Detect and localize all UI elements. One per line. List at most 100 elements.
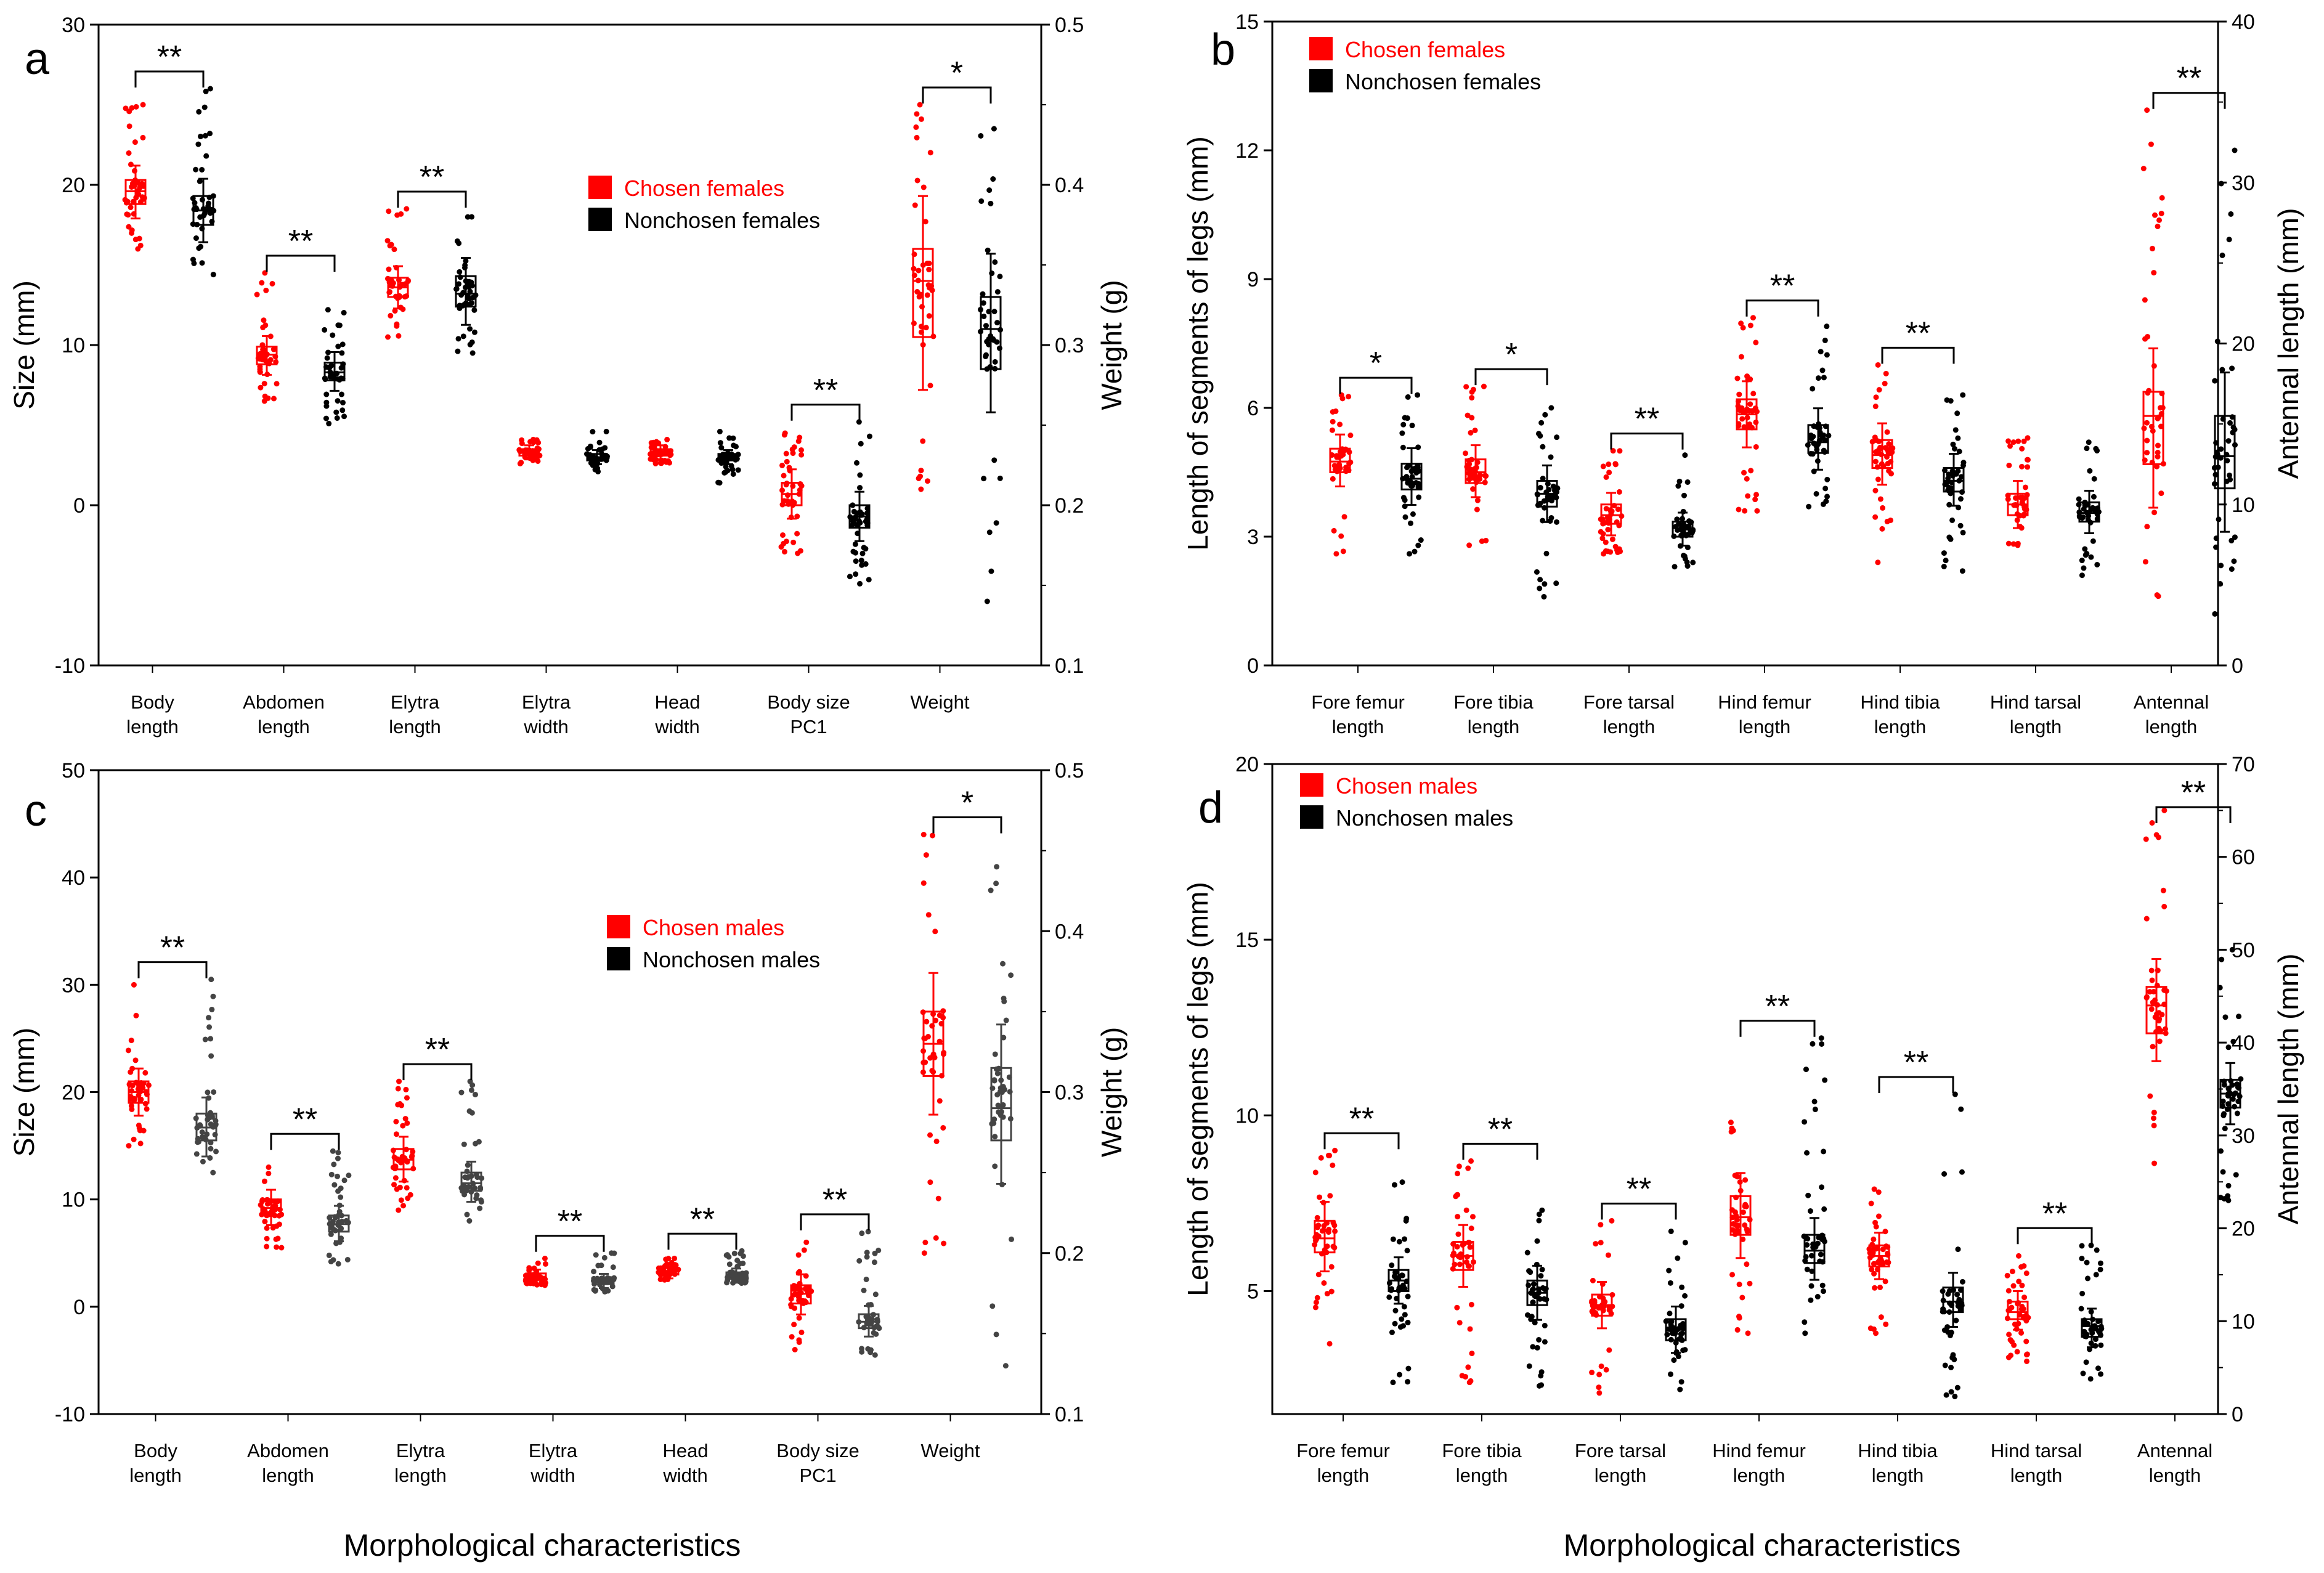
data-point — [335, 1173, 341, 1179]
data-point — [1675, 483, 1681, 489]
data-point — [1415, 392, 1421, 398]
data-point — [2019, 463, 2025, 469]
data-point — [323, 391, 330, 397]
data-point — [2217, 1195, 2224, 1201]
data-point — [393, 1131, 399, 1137]
x-category-label: Antennal length — [2134, 691, 2209, 738]
data-point — [1554, 434, 1560, 441]
data-point — [2094, 1247, 2100, 1253]
data-point — [1390, 1236, 1396, 1242]
data-point — [1815, 375, 1821, 381]
data-point — [1466, 542, 1473, 548]
data-point — [1948, 1364, 1954, 1370]
data-point — [388, 312, 394, 319]
data-point — [1668, 1319, 1675, 1325]
data-point — [1542, 581, 1548, 587]
y2-tick-label: 20 — [2232, 1217, 2255, 1241]
data-point — [526, 1267, 532, 1274]
data-point — [276, 1221, 282, 1227]
significance-bracket — [397, 190, 467, 208]
data-point — [402, 1116, 408, 1122]
data-point — [1405, 1365, 1412, 1372]
data-point — [2155, 449, 2161, 455]
data-point — [2151, 1110, 2157, 1116]
data-point — [1958, 1106, 1964, 1112]
data-point — [1806, 503, 1812, 510]
data-point — [2220, 1098, 2226, 1104]
data-point — [1607, 549, 1614, 555]
data-point — [1667, 1311, 1673, 1317]
data-point — [1818, 349, 1824, 355]
data-point — [144, 1106, 150, 1112]
data-point — [2086, 439, 2092, 445]
data-point — [396, 1207, 402, 1213]
data-point — [1877, 1284, 1883, 1290]
data-point — [2024, 457, 2030, 463]
box — [980, 296, 1002, 370]
data-point — [1952, 1393, 1958, 1399]
data-point — [991, 1078, 997, 1084]
data-point — [1402, 514, 1408, 520]
data-point — [1609, 1217, 1615, 1224]
data-point — [985, 247, 991, 253]
data-point — [1734, 1227, 1741, 1233]
significance-bracket — [922, 86, 992, 104]
data-point — [1882, 381, 1888, 387]
data-point — [1730, 1221, 1736, 1227]
data-point — [193, 166, 199, 173]
x-category-label: Weight — [911, 691, 970, 713]
data-point — [980, 300, 986, 306]
data-point — [457, 274, 463, 280]
data-point — [1405, 1293, 1411, 1299]
data-point — [1526, 1363, 1532, 1369]
data-point — [264, 1235, 270, 1242]
data-point — [798, 447, 805, 453]
box — [1314, 1219, 1336, 1254]
y2-tick-label: 10 — [2232, 1310, 2255, 1333]
data-point — [861, 1287, 867, 1293]
significance-label: * — [951, 55, 963, 91]
data-point — [326, 364, 332, 370]
significance-label: ** — [288, 224, 313, 259]
data-point — [2156, 1018, 2162, 1024]
data-point — [715, 479, 721, 486]
data-point — [1872, 1219, 1879, 1225]
data-point — [1808, 433, 1814, 439]
data-point — [859, 1349, 865, 1355]
box — [2007, 1301, 2029, 1320]
data-point — [935, 1195, 941, 1201]
data-point — [400, 1123, 406, 1129]
data-point — [1400, 1323, 1407, 1329]
significance-bracket — [2155, 806, 2232, 823]
data-point — [1811, 1099, 1818, 1105]
data-point — [2010, 439, 2017, 445]
data-point — [1690, 559, 1696, 566]
panel-label: b — [1211, 25, 1235, 75]
data-point — [1001, 998, 1007, 1004]
data-point — [1526, 1268, 1532, 1274]
data-point — [1960, 392, 1966, 398]
data-point — [2161, 903, 2168, 909]
data-point — [1883, 370, 1889, 376]
data-point — [1674, 516, 1680, 522]
data-point — [1810, 1041, 1816, 1047]
data-point — [994, 1070, 1001, 1076]
data-point — [2144, 107, 2150, 113]
data-point — [1678, 1322, 1684, 1328]
data-point — [1803, 1067, 1809, 1073]
panel-label: a — [25, 35, 50, 84]
data-point — [1954, 1384, 1960, 1391]
data-point — [2079, 1290, 2086, 1296]
data-point — [1541, 594, 1547, 600]
x-category-label: Hind tibia length — [1860, 691, 1940, 738]
data-point — [338, 1194, 344, 1200]
data-point — [394, 212, 400, 218]
data-point — [338, 365, 344, 371]
significance-label: ** — [813, 373, 838, 408]
data-point — [1392, 1320, 1398, 1327]
data-point — [779, 532, 786, 538]
data-point — [1318, 1155, 1324, 1161]
data-point — [994, 320, 1001, 326]
data-point — [665, 1256, 672, 1262]
data-point — [1321, 1280, 1327, 1286]
